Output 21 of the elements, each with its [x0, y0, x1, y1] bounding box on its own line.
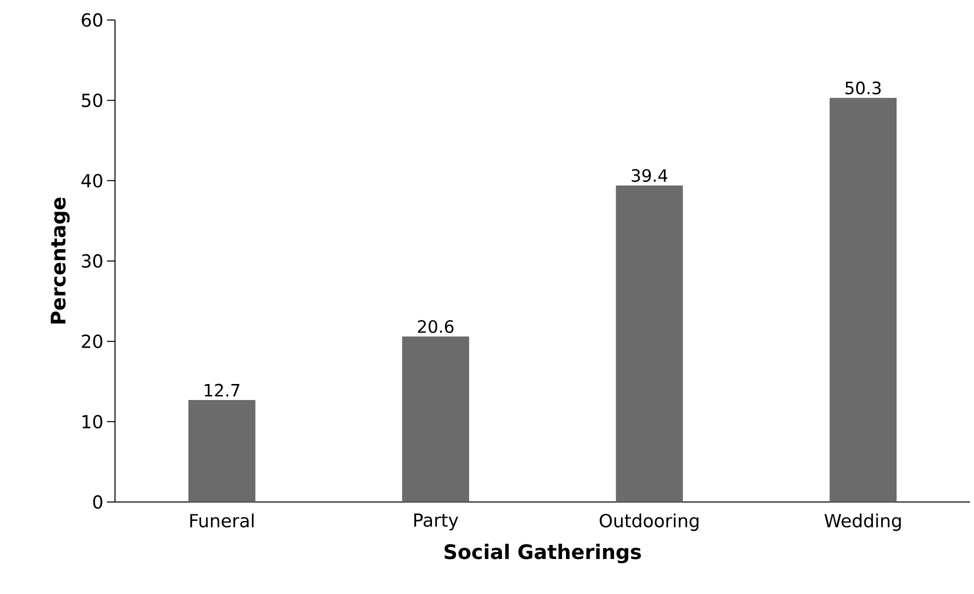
y-axis-title: Percentage — [50, 198, 70, 324]
bar — [830, 98, 897, 502]
y-tick-label: 30 — [82, 254, 102, 268]
data-label: 12.7 — [204, 384, 240, 396]
x-tick-label: Outdooring — [600, 514, 698, 531]
bar — [188, 400, 256, 502]
y-tick-label: 0 — [93, 495, 102, 509]
x-tick-label: Funeral — [190, 514, 254, 528]
y-tick-label: 10 — [82, 414, 102, 428]
x-axis-title: Social Gatherings — [444, 544, 641, 564]
x-tick-label: Wedding — [824, 514, 901, 531]
data-label: 50.3 — [846, 82, 881, 94]
data-label: 39.4 — [632, 169, 668, 182]
x-tick-label: Party — [414, 514, 458, 530]
y-tick-label: 20 — [82, 334, 102, 348]
y-tick-label: 40 — [81, 174, 102, 188]
bar — [402, 336, 470, 502]
y-tick-label: 50 — [82, 94, 102, 108]
bar — [616, 185, 683, 502]
y-tick-label: 60 — [82, 13, 102, 27]
data-label: 20.6 — [418, 320, 454, 333]
